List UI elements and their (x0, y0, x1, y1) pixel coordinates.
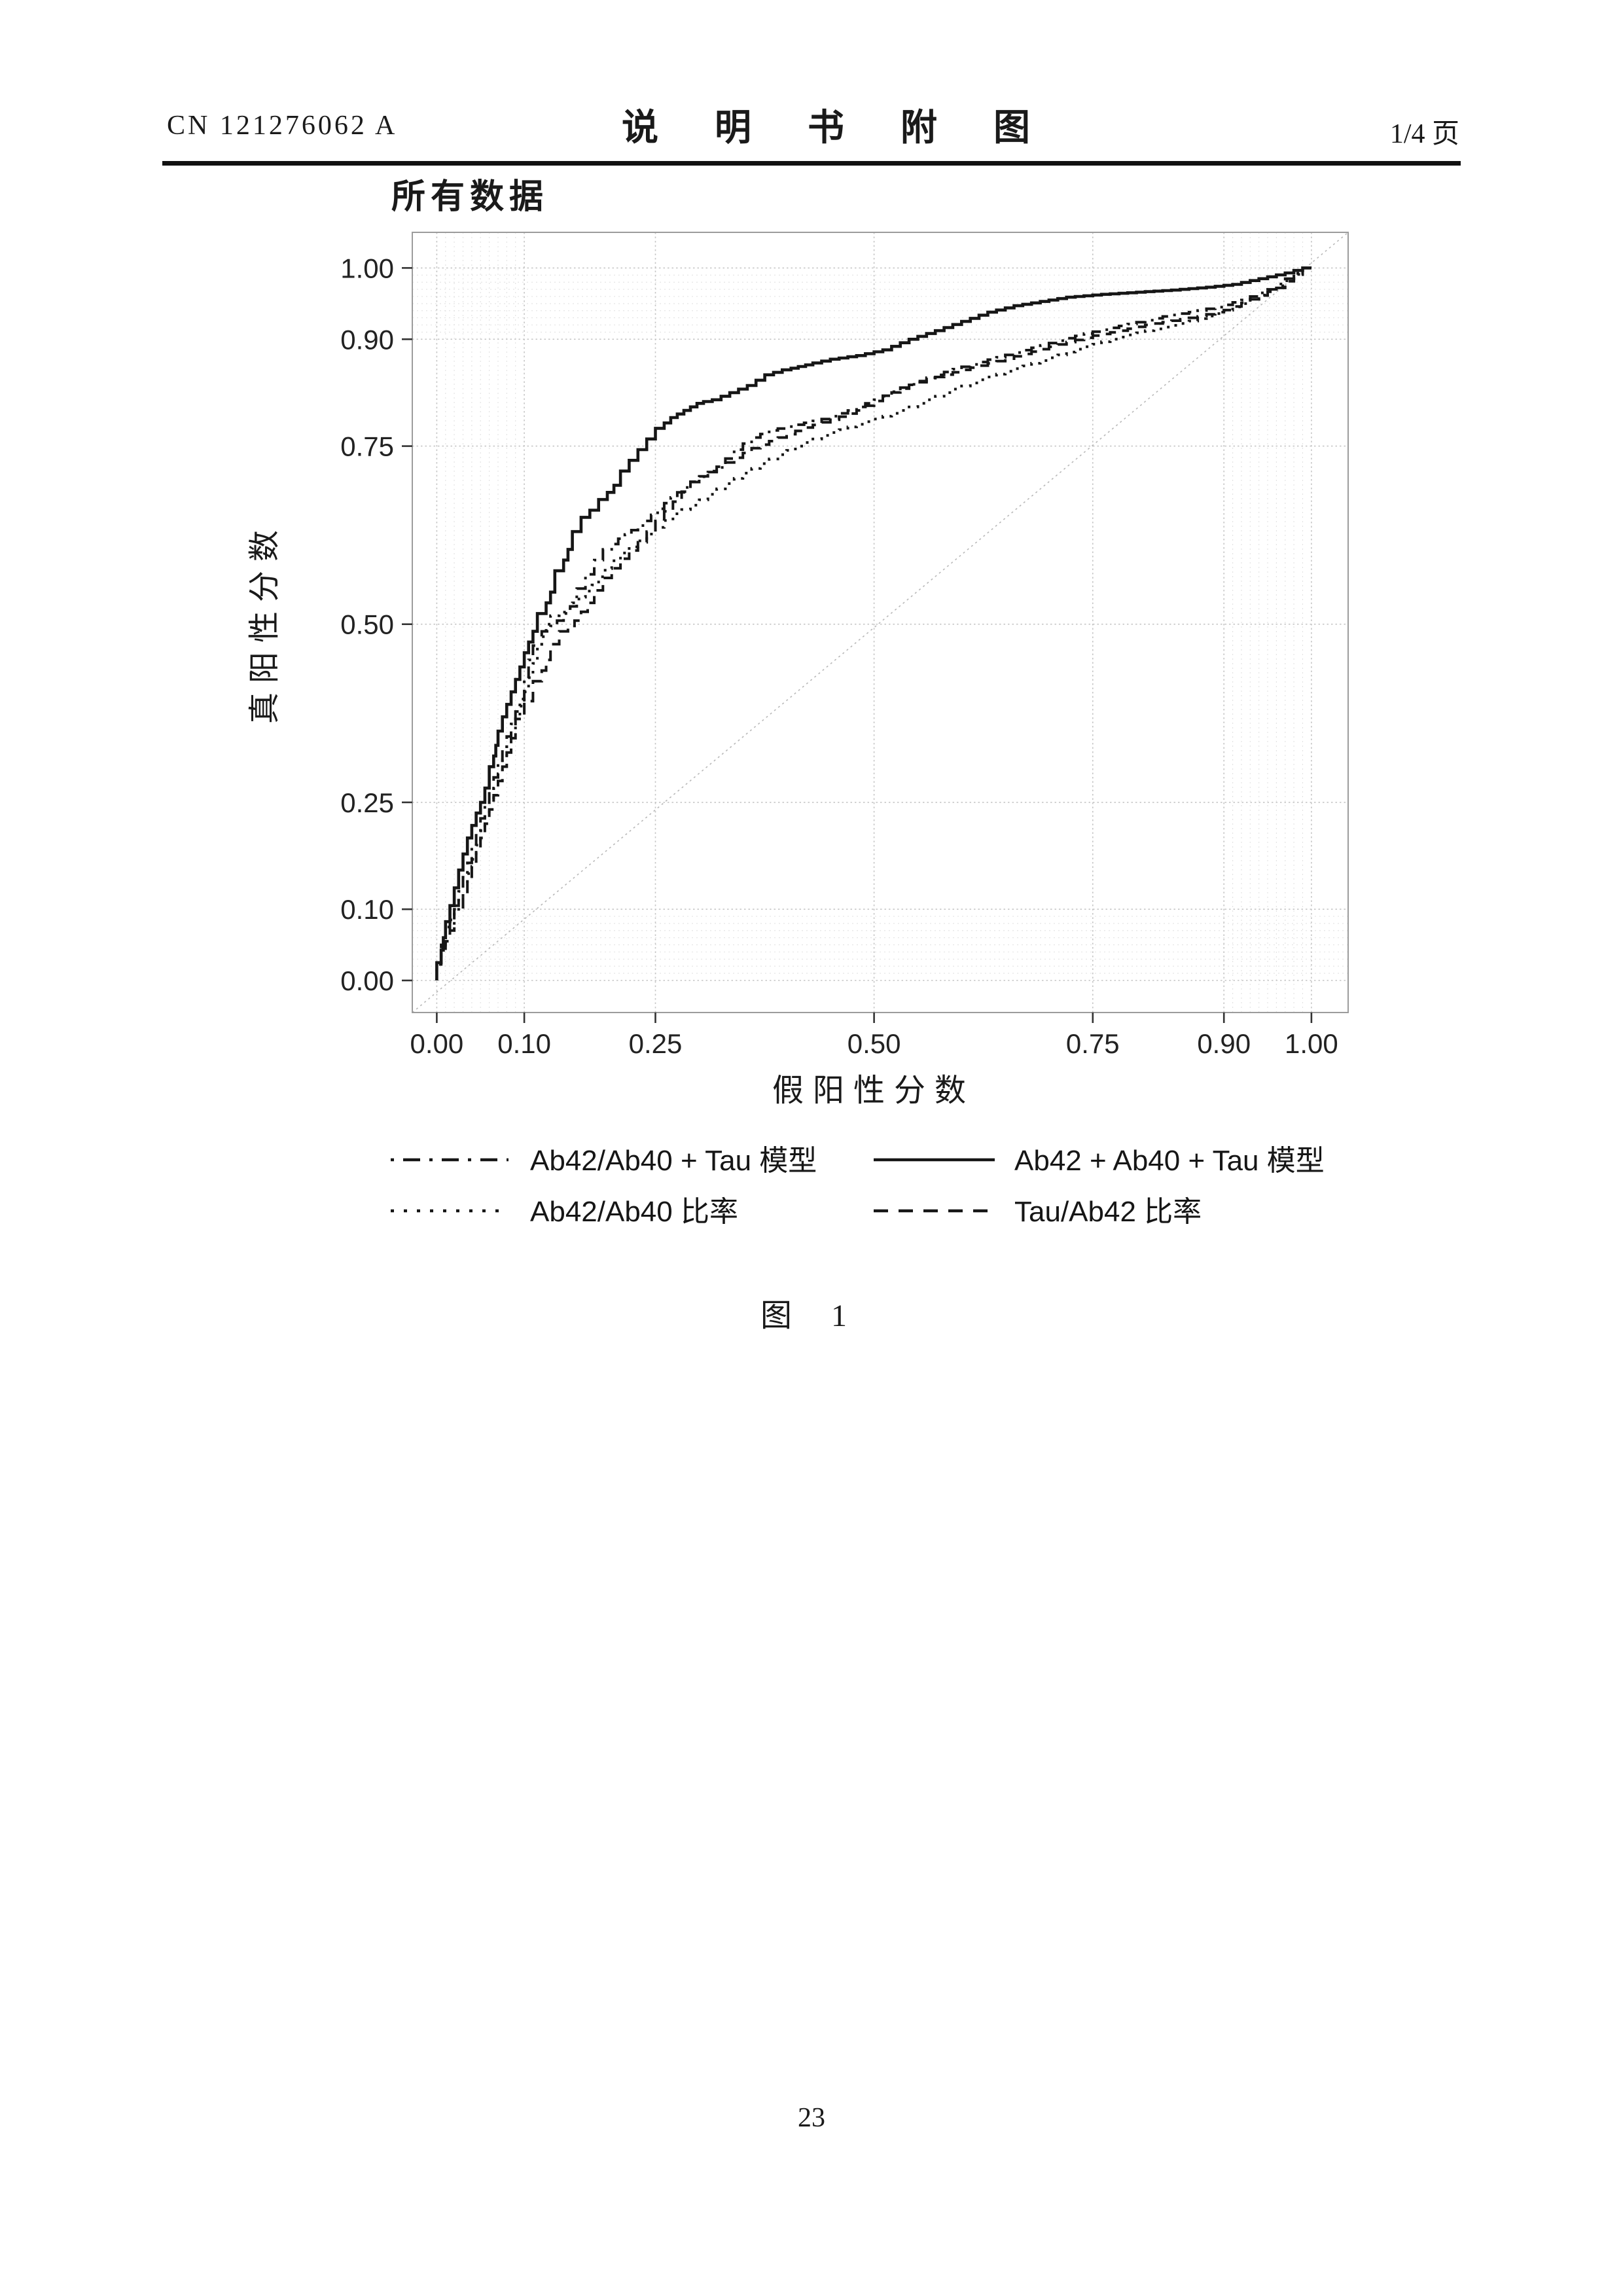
roc-curve-dashdot (435, 266, 1311, 980)
y-tick-label: 0.10 (340, 894, 394, 925)
y-tick-label: 0.90 (340, 324, 394, 355)
x-tick-label: 0.25 (629, 1028, 683, 1059)
x-axis-title: 假阳性分数 (772, 1073, 975, 1108)
y-tick-label: 0.00 (340, 965, 394, 996)
y-tick-label: 1.00 (340, 253, 394, 283)
page-title: 说 明 书 附 图 (622, 108, 1054, 149)
legend-label: Tau/Ab42 比率 (1014, 1196, 1202, 1228)
major-gridlines (412, 232, 1348, 1013)
legend-label: Ab42/Ab40 + Tau 模型 (530, 1145, 817, 1177)
roc-curves (435, 266, 1311, 980)
y-tick-labels: 0.00 0.10 0.25 0.50 0.75 0.90 1.00 (340, 253, 394, 996)
x-tick-label: 1.00 (1285, 1028, 1338, 1059)
legend-label: Ab42 + Ab40 + Tau 模型 (1014, 1145, 1325, 1177)
y-tick-label: 0.50 (340, 609, 394, 640)
header-rule (162, 161, 1461, 166)
patent-number: CN 121276062 A (167, 111, 398, 141)
y-axis-title: 真阳性分数 (247, 521, 282, 724)
legend-label: Ab42/Ab40 比率 (530, 1196, 738, 1228)
x-tick-label: 0.75 (1066, 1028, 1120, 1059)
chart-legend: Ab42/Ab40 + Tau 模型 Ab42 + Ab40 + Tau 模型 Ab… (391, 1145, 1325, 1228)
chance-diagonal-line (412, 232, 1349, 1013)
x-tick-label: 0.00 (410, 1028, 464, 1059)
figure-caption: 图 1 (760, 1299, 863, 1333)
roc-curve-dashed (435, 266, 1311, 980)
x-tick-label: 0.10 (497, 1028, 551, 1059)
plot-panel-border (412, 232, 1349, 1013)
diagonal-reference-line (412, 232, 1349, 1013)
x-tick-label: 0.90 (1197, 1028, 1251, 1059)
y-tick-label: 0.25 (340, 787, 394, 818)
roc-curve-dotted (435, 266, 1311, 980)
y-tick-label: 0.75 (340, 431, 394, 462)
x-tick-label: 0.50 (847, 1028, 901, 1059)
roc-curve-solid (435, 266, 1311, 980)
x-tick-labels: 0.00 0.10 0.25 0.50 0.75 0.90 1.00 (410, 1028, 1338, 1059)
chart-title: 所有数据 (391, 178, 548, 216)
axis-tick-marks (402, 267, 1313, 1023)
page-index: 1/4 页 (1389, 119, 1459, 149)
roc-chart: 所有数据 0.00 0.10 0.25 0.50 0.75 0.90 1.00 0.000.… (247, 178, 1349, 1333)
page-number: 23 (798, 2103, 825, 2133)
